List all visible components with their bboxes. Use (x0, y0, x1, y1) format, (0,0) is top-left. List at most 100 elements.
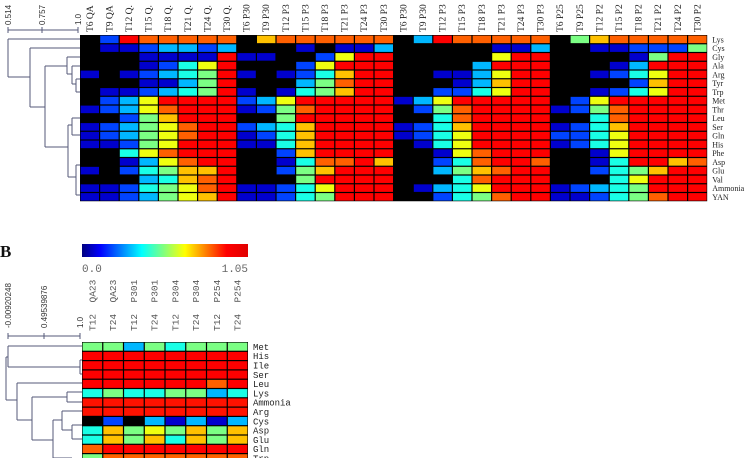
heatmap-cell (413, 35, 433, 44)
heatmap-cell (198, 140, 217, 149)
row-label: Phe (712, 149, 724, 158)
heatmap-cell (276, 166, 295, 175)
heatmap-cell (413, 105, 433, 114)
heatmap-cell (217, 184, 237, 192)
heatmap-cell (688, 44, 707, 52)
heatmap-cell (472, 105, 491, 114)
heatmap-cell (276, 140, 295, 149)
heatmap-cell (80, 175, 99, 184)
heatmap-cell (433, 184, 452, 192)
heatmap-cell (144, 417, 165, 426)
heatmap-cell (668, 44, 687, 52)
heatmap-cell (159, 96, 178, 105)
heatmap-cell (186, 351, 206, 360)
heatmap-cell (198, 96, 217, 105)
heatmap-cell (315, 193, 335, 201)
heatmap-cell (237, 88, 256, 96)
heatmap-cell (433, 79, 452, 87)
heatmap-cell (551, 44, 570, 52)
heatmap-cell (688, 166, 707, 175)
heatmap-cell (119, 105, 139, 114)
heatmap-cell (472, 193, 491, 201)
heatmap-cell (335, 140, 354, 149)
heatmap-cell (100, 149, 119, 157)
heatmap-cell (413, 61, 433, 70)
heatmap-cell (394, 166, 413, 175)
heatmap-cell (492, 149, 511, 157)
heatmap-cell (315, 166, 335, 175)
heatmap-cell (276, 70, 295, 79)
heatmap-cell (315, 88, 335, 96)
heatmap-cell (207, 444, 227, 453)
heatmap-cell (629, 175, 648, 184)
heatmap-cell (144, 454, 165, 458)
heatmap-cell (276, 193, 295, 201)
heatmap-cell (374, 158, 393, 166)
heatmap-cell (394, 131, 413, 140)
heatmap-cell (82, 435, 103, 444)
heatmap-cell (159, 88, 178, 96)
column-label: T12 P3 (282, 4, 292, 32)
heatmap-cell (276, 175, 295, 184)
row-label: Ile (253, 362, 269, 372)
heatmap-cell (276, 114, 295, 122)
heatmap-cell (186, 444, 206, 453)
heatmap-cell (472, 88, 491, 96)
heatmap-cell (165, 351, 186, 360)
heatmap-cell (217, 35, 237, 44)
heatmap-cell (257, 131, 276, 140)
heatmap-cell (237, 184, 256, 192)
heatmap-cell (119, 158, 139, 166)
heatmap-cell (119, 79, 139, 87)
heatmap-cell (276, 105, 295, 114)
heatmap-cell (609, 158, 629, 166)
column-label: T6 P30 (243, 4, 253, 32)
heatmap-cell (257, 44, 276, 52)
heatmap-cell (207, 370, 227, 379)
column-label: T6 QA (86, 5, 96, 32)
heatmap-cell (257, 96, 276, 105)
heatmap-cell (394, 114, 413, 122)
heatmap-cell (511, 96, 531, 105)
heatmap-cell (80, 131, 99, 140)
heatmap-cell (237, 70, 256, 79)
heatmap-cell (355, 184, 374, 192)
heatmap-cell (257, 61, 276, 70)
row-label: Arg (253, 408, 269, 418)
colorbar-min-label: 0.0 (82, 264, 102, 276)
heatmap-cell (394, 70, 413, 79)
column-label: T24 P254 (233, 279, 244, 331)
heatmap-cell (257, 140, 276, 149)
heatmap-cell (570, 61, 589, 70)
column-label: T9 P30 (419, 4, 429, 32)
heatmap-cell (80, 158, 99, 166)
heatmap-cell (472, 149, 491, 157)
heatmap-cell (531, 193, 550, 201)
heatmap-cell (551, 166, 570, 175)
heatmap-cell (649, 123, 668, 131)
heatmap-cell (144, 435, 165, 444)
heatmap-cell (257, 184, 276, 192)
row-label: Glu (712, 167, 724, 176)
heatmap-cell (165, 379, 186, 388)
heatmap-cell (82, 398, 103, 407)
heatmap-cell (531, 70, 550, 79)
heatmap-cell (335, 193, 354, 201)
heatmap-cell (688, 140, 707, 149)
heatmap-cell (296, 166, 315, 175)
heatmap-cell (649, 175, 668, 184)
heatmap-cell (335, 79, 354, 87)
heatmap-cell (453, 35, 472, 44)
heatmap-cell (198, 193, 217, 201)
heatmap-cell (531, 105, 550, 114)
heatmap-cell (198, 53, 217, 61)
heatmap-cell (374, 193, 393, 201)
row-label: Ser (712, 123, 723, 132)
heatmap-cell (119, 53, 139, 61)
heatmap-cell (531, 140, 550, 149)
heatmap-cell (103, 435, 123, 444)
heatmap-cell (207, 389, 227, 398)
heatmap-cell (103, 361, 123, 370)
heatmap-cell (511, 88, 531, 96)
heatmap-cell (217, 149, 237, 157)
